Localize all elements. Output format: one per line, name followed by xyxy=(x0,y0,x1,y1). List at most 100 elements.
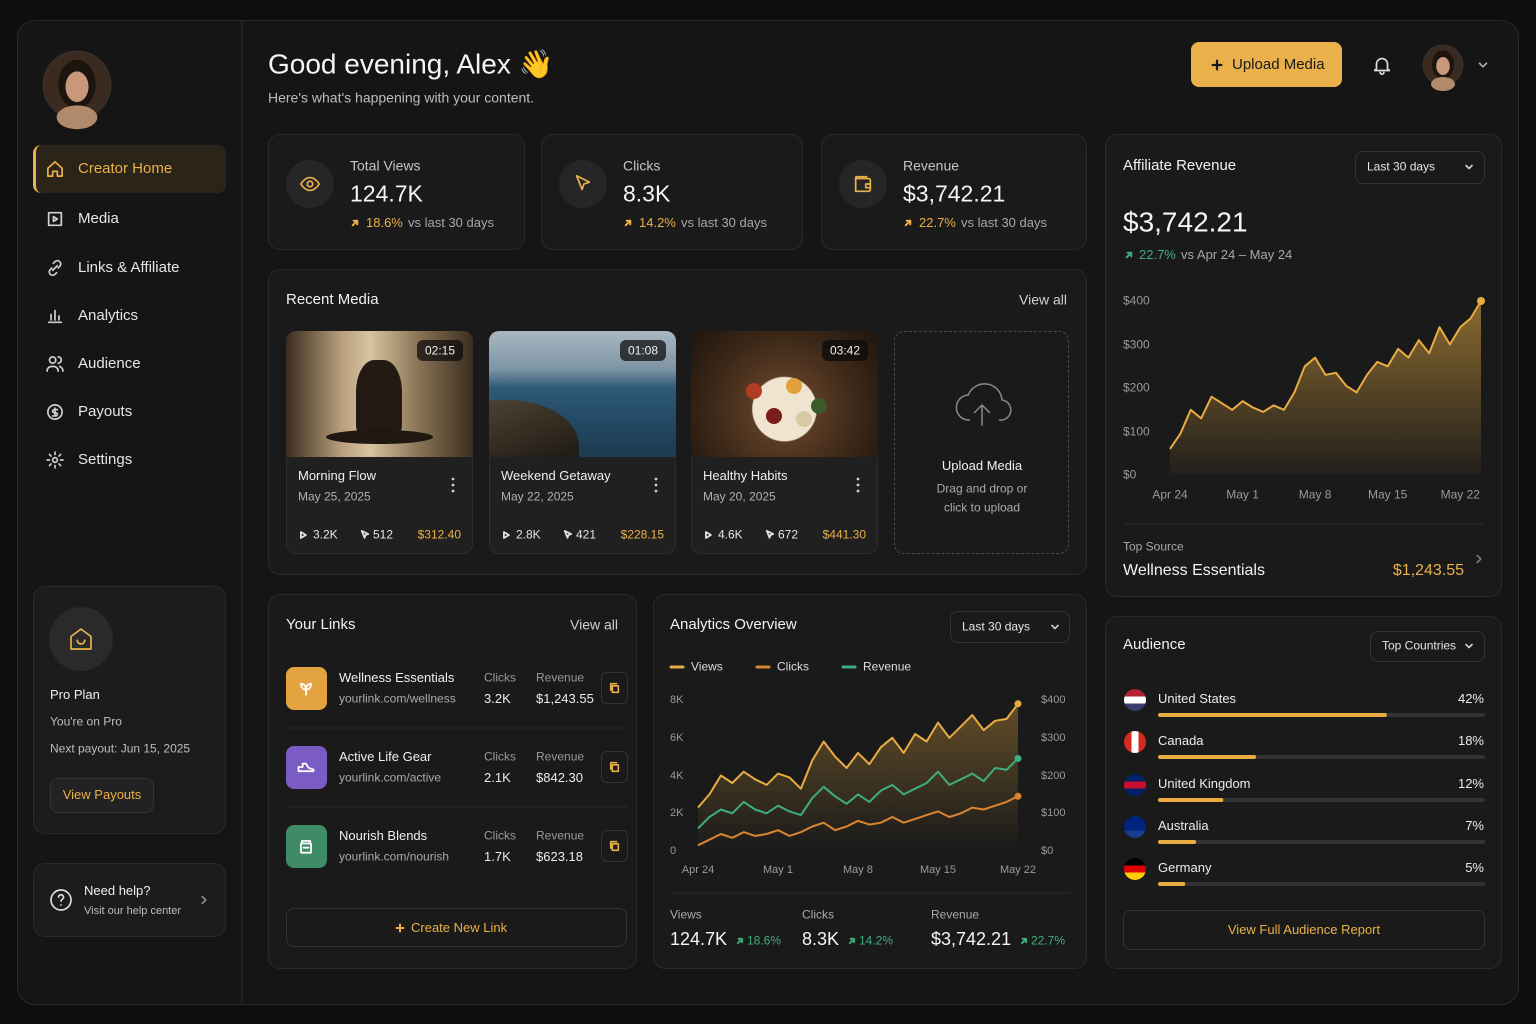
affiliate-card xyxy=(1105,134,1502,597)
filter-label[interactable]: Top Countries xyxy=(1382,638,1457,653)
legend-label: Clicks xyxy=(777,659,809,674)
view-all[interactable]: View all xyxy=(570,616,618,633)
create-link-button[interactable] xyxy=(286,908,627,947)
section-title: Affiliate Revenue xyxy=(1123,156,1237,174)
link-revenue: $1,243.55 xyxy=(536,690,594,706)
media-revenue: $441.30 xyxy=(822,527,866,542)
copy-button[interactable] xyxy=(601,672,628,704)
media-clicks: 421 xyxy=(576,527,597,542)
upload-label[interactable]: Upload Media xyxy=(1232,55,1325,73)
legend-label: Views xyxy=(691,659,723,674)
copy-button[interactable] xyxy=(601,751,628,783)
summary-change: 18.6% xyxy=(747,933,782,948)
range-dropdown[interactable] xyxy=(950,611,1070,643)
filter-dropdown[interactable] xyxy=(1370,631,1485,662)
range-dropdown[interactable] xyxy=(1355,151,1485,184)
thumb-figure xyxy=(356,360,402,440)
x-tick-label: May 22 xyxy=(1440,487,1480,502)
media-clicks: 672 xyxy=(778,527,799,542)
y-tick-label: 2K xyxy=(670,807,684,820)
country-name: United Kingdom xyxy=(1158,775,1251,791)
country-share: 12% xyxy=(1457,775,1484,791)
duration: 01:08 xyxy=(627,343,659,358)
copy-button[interactable] xyxy=(601,830,628,862)
link-url: yourlink.com/active xyxy=(339,770,442,785)
media-title: Weekend Getaway xyxy=(501,467,611,483)
y2-tick-label: $100 xyxy=(1041,807,1066,820)
x-tick-label: May 1 xyxy=(763,863,793,876)
range-label[interactable]: Last 30 days xyxy=(1367,159,1436,174)
summary-label: Clicks xyxy=(802,907,834,922)
audience-report-button[interactable] xyxy=(1123,910,1485,950)
link-icon-bg xyxy=(286,825,327,868)
x-tick-label: May 1 xyxy=(1226,487,1259,502)
stat-label: Clicks xyxy=(623,157,661,174)
nav-label: Audience xyxy=(78,354,141,372)
link-name: Wellness Essentials xyxy=(339,669,455,685)
create-link-label[interactable]: Create New Link xyxy=(411,919,508,935)
stat-label: Revenue xyxy=(903,157,960,174)
greeting-subtitle: Here's what's happening with your conten… xyxy=(268,89,535,106)
y-tick-label: 6K xyxy=(670,731,684,744)
country-share: 42% xyxy=(1457,690,1484,706)
country-share: 5% xyxy=(1465,859,1484,875)
upload-title: Upload Media xyxy=(941,457,1023,473)
media-title: Morning Flow xyxy=(298,467,377,483)
top-source-label: Top Source xyxy=(1123,539,1184,554)
link-icon-bg xyxy=(286,746,327,789)
section-title: Analytics Overview xyxy=(670,615,797,633)
summary-value: 8.3K xyxy=(802,929,840,950)
duration-badge xyxy=(822,340,868,361)
media-clicks: 512 xyxy=(373,527,394,542)
upload-hint: Drag and drop or xyxy=(936,481,1028,496)
view-payouts-label[interactable]: View Payouts xyxy=(62,786,142,802)
nav-item[interactable] xyxy=(33,195,226,243)
stat-value: 124.7K xyxy=(350,180,423,207)
nav-label: Creator Home xyxy=(78,159,173,177)
y-tick-label: $0 xyxy=(1123,467,1137,482)
country-name: United States xyxy=(1158,690,1237,706)
upload-hint: click to upload xyxy=(943,500,1021,515)
help-subtitle: Visit our help center xyxy=(84,904,182,917)
y2-tick-label: $400 xyxy=(1041,693,1066,706)
legend-label: Revenue xyxy=(863,659,912,674)
nav-label: Payouts xyxy=(78,402,133,420)
nav-label: Media xyxy=(78,209,119,227)
y-tick-label: 8K xyxy=(670,693,684,706)
greeting: Good evening, Alex 👋 xyxy=(268,48,554,80)
links-card xyxy=(268,594,637,969)
x-tick-label: May 15 xyxy=(919,863,957,876)
link-clicks: 1.7K xyxy=(484,848,511,864)
view-payouts-button[interactable] xyxy=(50,778,154,813)
media-revenue: $312.40 xyxy=(417,527,461,542)
audience-report-label[interactable]: View Full Audience Report xyxy=(1227,921,1381,937)
country-share: 18% xyxy=(1457,732,1484,748)
section-title: Recent Media xyxy=(286,290,379,308)
x-tick-label: May 22 xyxy=(999,863,1037,876)
y-tick-label: $100 xyxy=(1123,423,1150,438)
top-source-name: Wellness Essentials xyxy=(1123,562,1265,580)
upload-tile[interactable] xyxy=(894,331,1069,554)
duration-badge xyxy=(620,340,666,361)
stat-change: 22.7% xyxy=(919,214,956,230)
link-url: yourlink.com/wellness xyxy=(339,691,456,706)
section-title: Your Links xyxy=(286,615,356,633)
nav-label: Settings xyxy=(78,450,133,468)
link-name: Active Life Gear xyxy=(339,748,432,764)
nav-item[interactable] xyxy=(33,145,226,193)
country-name: Germany xyxy=(1158,859,1212,875)
view-all[interactable]: View all xyxy=(1019,291,1067,308)
y2-tick-label: $200 xyxy=(1041,769,1066,782)
link-icon-bg xyxy=(286,667,327,710)
country-name: Canada xyxy=(1158,732,1204,748)
link-revenue-label: Revenue xyxy=(536,670,585,685)
stat-change: 14.2% xyxy=(639,214,676,230)
help-card[interactable] xyxy=(33,863,226,937)
link-clicks-label: Clicks xyxy=(484,828,516,843)
summary-label: Revenue xyxy=(931,907,980,922)
affiliate-compare: vs Apr 24 – May 24 xyxy=(1181,246,1293,262)
country-share: 7% xyxy=(1465,817,1484,833)
range-label[interactable]: Last 30 days xyxy=(962,619,1031,634)
link-clicks: 3.2K xyxy=(484,690,511,706)
affiliate-change: 22.7% xyxy=(1139,246,1176,262)
